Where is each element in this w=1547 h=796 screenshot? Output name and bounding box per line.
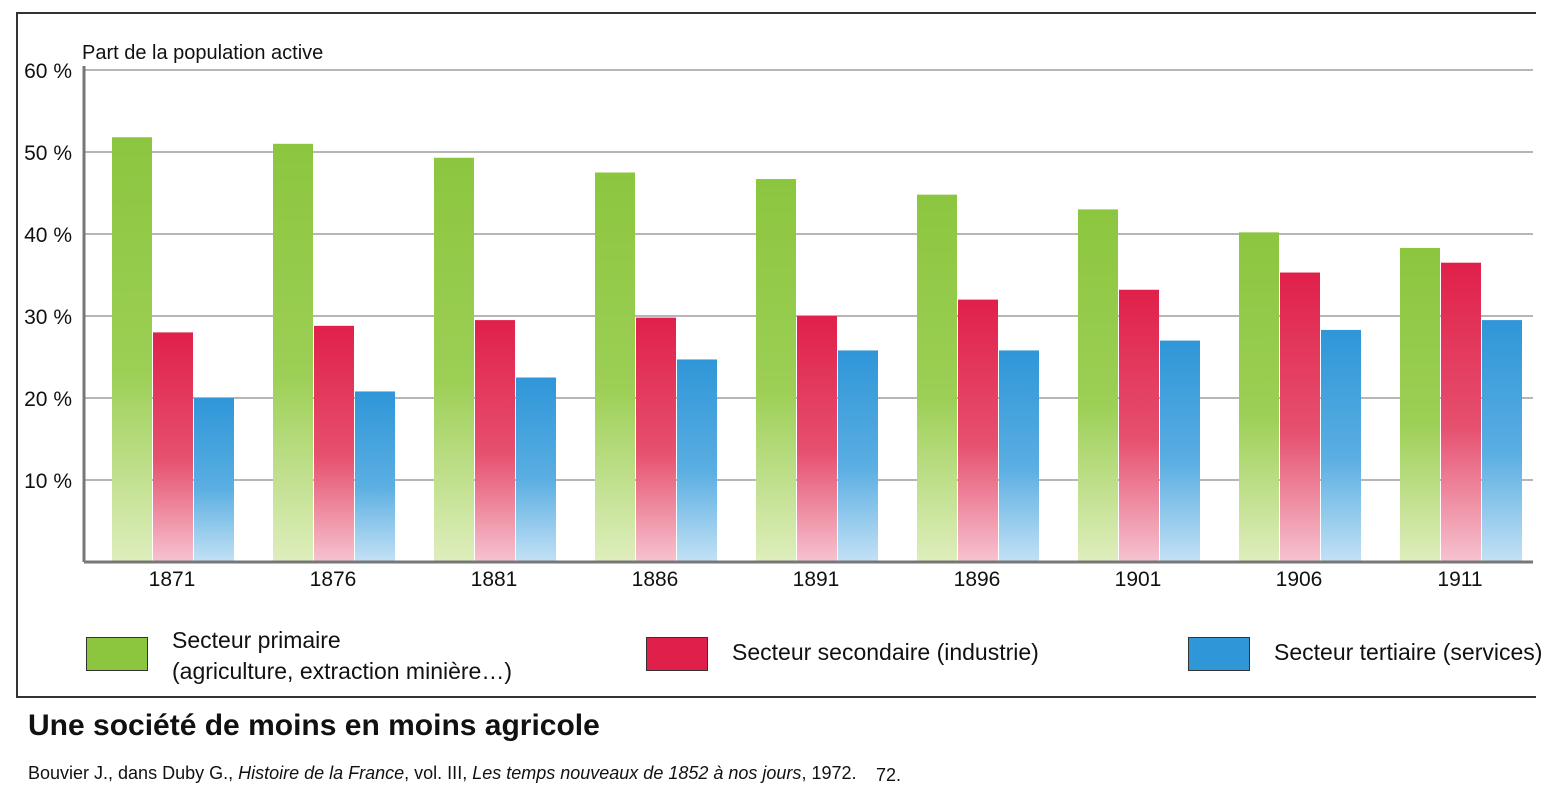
bar-primary — [1400, 247, 1440, 562]
bar-tertiary — [355, 391, 395, 562]
bar-primary — [595, 172, 635, 562]
legend-swatch-tertiary — [1188, 637, 1250, 671]
caption-title: Une société de moins en moins agricole — [28, 709, 600, 742]
y-tick-label: 10 % — [24, 470, 72, 493]
bar-primary — [273, 143, 313, 563]
y-tick-label: 40 % — [24, 224, 72, 247]
bar-secondary — [636, 317, 676, 562]
bar-secondary — [1441, 262, 1481, 562]
bar-primary — [434, 157, 474, 563]
bar-chart: 10 % 20 % 30 % 40 % 50 % 60 % 1871 1876 1881 1886… — [24, 42, 1533, 591]
source-citation: Bouvier J., dans Duby G., Histoire de la… — [28, 763, 856, 784]
y-tick-label: 60 % — [24, 60, 72, 83]
x-tick-label: 1881 — [471, 568, 518, 591]
y-tick-label: 30 % — [24, 306, 72, 329]
bar-secondary — [475, 320, 515, 562]
y-tick-label: 50 % — [24, 142, 72, 165]
bar-tertiary — [194, 398, 234, 562]
bar-tertiary — [1160, 340, 1200, 562]
bar-tertiary — [1482, 320, 1522, 562]
legend-item-primary: Secteur primaire (agriculture, extractio… — [86, 625, 512, 695]
x-tick-label: 1911 — [1437, 568, 1482, 591]
legend-label-tertiary: Secteur tertiaire (services) — [1274, 639, 1543, 665]
legend-swatch-primary — [86, 637, 148, 671]
x-tick-label: 1906 — [1276, 568, 1323, 591]
bar-tertiary — [999, 350, 1039, 562]
source-author: Bouvier J., dans Duby G., — [28, 763, 239, 783]
bar-primary — [917, 194, 957, 562]
bar-primary — [112, 137, 152, 563]
legend-item-secondary: Secteur secondaire (industrie) — [646, 625, 1039, 695]
x-tick-label: 1891 — [793, 568, 840, 591]
bar-secondary — [153, 332, 193, 562]
bar-secondary — [1280, 272, 1320, 562]
legend-primary-line1: Secteur primaire — [172, 627, 341, 653]
legend-item-tertiary: Secteur tertiaire (services) — [1188, 625, 1542, 695]
bar-tertiary — [1321, 329, 1361, 562]
bar-primary — [756, 179, 796, 562]
source-year: , 1972. — [801, 763, 857, 783]
bar-secondary — [314, 325, 354, 562]
legend-label-secondary: Secteur secondaire (industrie) — [732, 639, 1039, 665]
x-tick-label: 1886 — [632, 568, 679, 591]
bar-tertiary — [677, 359, 717, 562]
source-work: Histoire de la France — [238, 763, 405, 783]
x-tick-label: 1871 — [149, 568, 196, 591]
page-number-fragment: 72. — [876, 765, 902, 785]
bar-secondary — [797, 316, 837, 562]
bar-primary — [1239, 232, 1279, 563]
legend-label-primary: Secteur primaire (agriculture, extractio… — [172, 625, 512, 687]
legend-swatch-secondary — [646, 637, 708, 671]
bar-secondary — [958, 299, 998, 562]
source-volume: , vol. III, — [404, 763, 473, 783]
source-subtitle: Les temps nouveaux de 1852 à nos jours — [472, 763, 802, 783]
bars — [112, 137, 1522, 563]
bar-tertiary — [516, 377, 556, 562]
y-axis-title: Part de la population active — [82, 42, 323, 64]
x-tick-label: 1901 — [1115, 568, 1162, 591]
y-tick-label: 20 % — [24, 388, 72, 411]
bar-tertiary — [838, 350, 878, 562]
bar-primary — [1078, 209, 1118, 562]
bar-secondary — [1119, 289, 1159, 562]
axes: 10 % 20 % 30 % 40 % 50 % 60 % 1871 1876 1881 1886… — [24, 60, 1533, 591]
x-tick-label: 1896 — [954, 568, 1001, 591]
legend-primary-line2: (agriculture, extraction minière…) — [172, 658, 513, 684]
x-tick-label: 1876 — [310, 568, 357, 591]
